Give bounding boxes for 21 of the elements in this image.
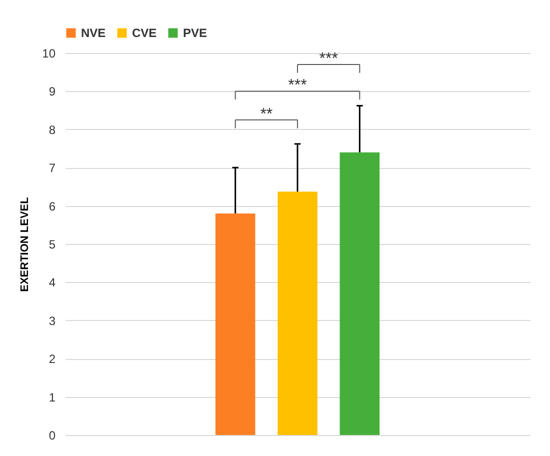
bar	[340, 152, 380, 435]
bar	[278, 192, 318, 435]
legend-label: PVE	[183, 26, 208, 40]
y-tick-label: 4	[48, 276, 56, 290]
bar	[215, 213, 256, 435]
y-axis-title: EXERTION LEVEL	[19, 196, 32, 292]
y-tick-label: 3	[48, 314, 56, 328]
legend-label: CVE	[132, 26, 157, 40]
y-tick-label: 2	[48, 352, 56, 366]
y-tick-label: 0	[48, 428, 56, 442]
y-tick-label: 10	[42, 46, 56, 60]
legend-label: NVE	[81, 26, 106, 40]
y-tick-label: 7	[48, 161, 56, 176]
y-tick-label: 6	[48, 199, 56, 214]
y-tick-label: 1	[48, 390, 56, 404]
y-tick-label: 9	[48, 84, 56, 99]
annotation: ***	[319, 50, 338, 68]
annotation: ***	[288, 77, 307, 94]
annotation: **	[260, 106, 273, 123]
y-tick-label: 5	[48, 238, 56, 252]
y-tick-label: 8	[48, 122, 56, 137]
